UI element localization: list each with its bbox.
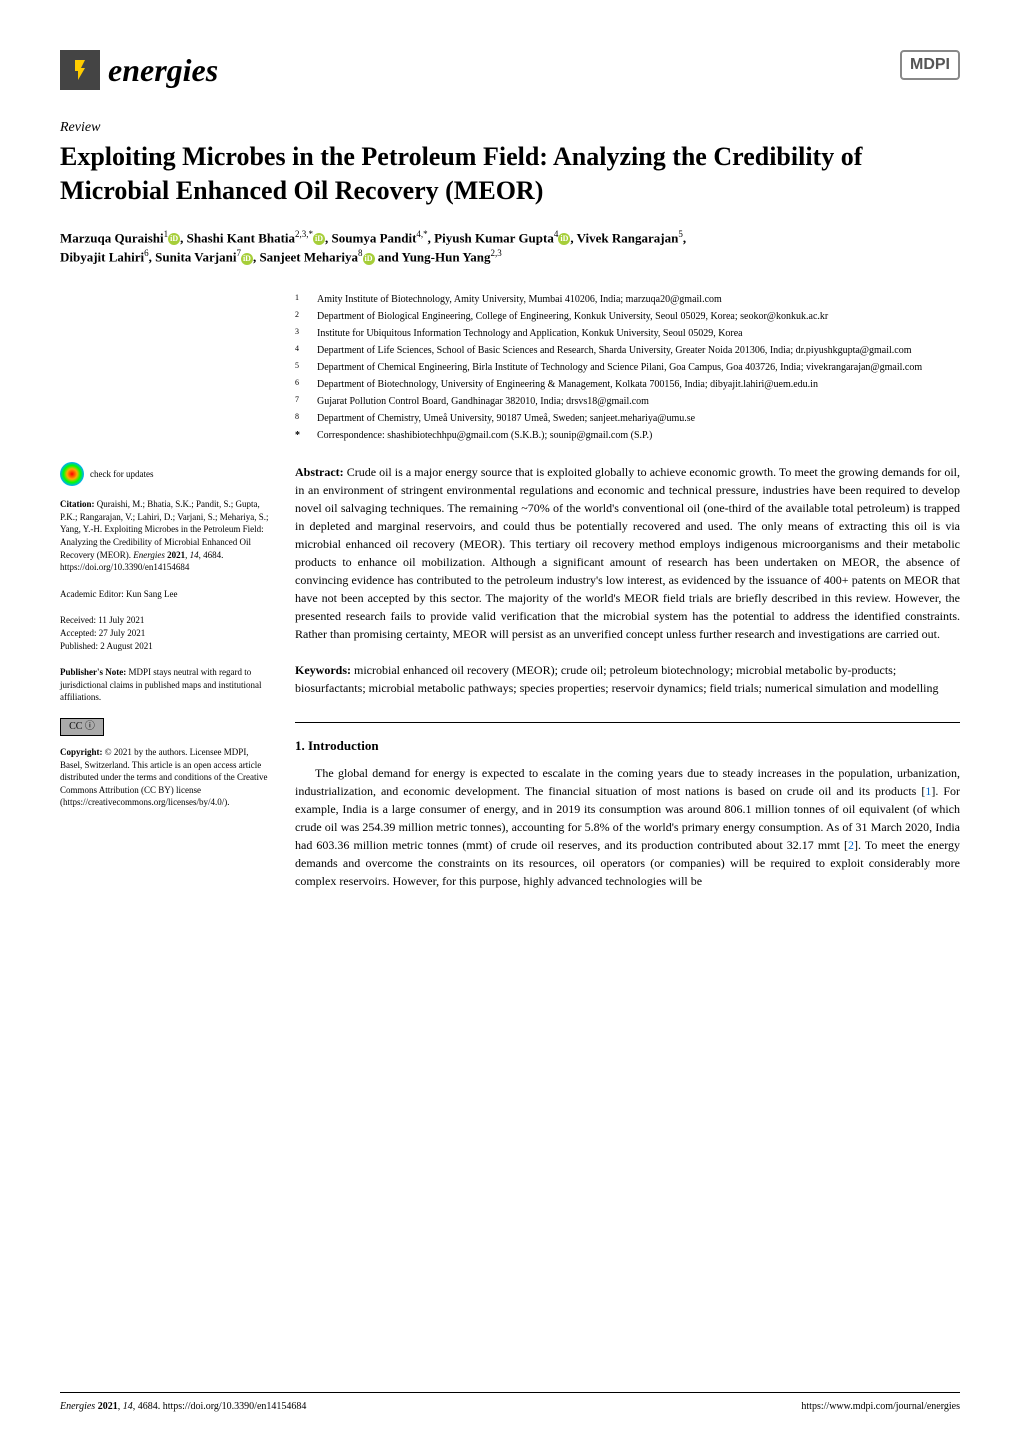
cc-license-badge: CC ⓘ — [60, 718, 270, 736]
citation-journal: Energies — [133, 550, 165, 560]
affiliation: 8Department of Chemistry, Umeå Universit… — [295, 411, 960, 426]
copyright-label: Copyright: — [60, 747, 103, 757]
editor-label: Academic Editor: — [60, 589, 126, 599]
affiliation: 4Department of Life Sciences, School of … — [295, 343, 960, 358]
received-date: Received: 11 July 2021 — [60, 614, 270, 627]
correspondence: *Correspondence: shashibiotechhpu@gmail.… — [295, 428, 960, 443]
author: Marzuqa Quraishi — [60, 230, 164, 245]
journal-name: energies — [108, 52, 218, 89]
abstract-label: Abstract: — [295, 465, 344, 479]
orcid-icon: iD — [241, 253, 253, 265]
dates-block: Received: 11 July 2021 Accepted: 27 July… — [60, 614, 270, 652]
author: , Piyush Kumar Gupta — [428, 230, 554, 245]
journal-logo: energies — [60, 50, 218, 90]
author: , Vivek Rangarajan — [570, 230, 678, 245]
main-content: check for updates Citation: Quraishi, M.… — [60, 292, 960, 890]
copyright-block: Copyright: © 2021 by the authors. Licens… — [60, 746, 270, 809]
check-updates-badge[interactable]: check for updates — [60, 462, 270, 486]
journal-bolt-icon — [60, 50, 100, 90]
page-footer: Energies 2021, 14, 4684. https://doi.org… — [60, 1392, 960, 1412]
orcid-icon: iD — [313, 233, 325, 245]
article-type: Review — [60, 120, 960, 136]
page-header: energies MDPI — [60, 50, 960, 90]
editor-block: Academic Editor: Kun Sang Lee — [60, 588, 270, 601]
body-paragraph: The global demand for energy is expected… — [295, 764, 960, 890]
affiliation: 7Gujarat Pollution Control Board, Gandhi… — [295, 394, 960, 409]
citation-block: Citation: Quraishi, M.; Bhatia, S.K.; Pa… — [60, 498, 270, 574]
check-updates-icon — [60, 462, 84, 486]
published-date: Published: 2 August 2021 — [60, 640, 270, 653]
author: , Shashi Kant Bhatia — [180, 230, 295, 245]
abstract-text: Crude oil is a major energy source that … — [295, 465, 960, 641]
orcid-icon: iD — [363, 253, 375, 265]
publisher-note-label: Publisher's Note: — [60, 667, 126, 677]
keywords-block: Keywords: microbial enhanced oil recover… — [295, 661, 960, 697]
section-heading: 1. Introduction — [295, 738, 960, 754]
cc-icon: CC ⓘ — [60, 718, 104, 736]
editor-name: Kun Sang Lee — [126, 589, 178, 599]
affiliations-list: 1Amity Institute of Biotechnology, Amity… — [295, 292, 960, 443]
article-body: 1Amity Institute of Biotechnology, Amity… — [295, 292, 960, 890]
keywords-text: microbial enhanced oil recovery (MEOR); … — [295, 663, 939, 695]
footer-left: Energies 2021, 14, 4684. https://doi.org… — [60, 1401, 306, 1412]
citation-label: Citation: — [60, 499, 95, 509]
affiliation: 6Department of Biotechnology, University… — [295, 377, 960, 392]
keywords-label: Keywords: — [295, 663, 351, 677]
publisher-logo: MDPI — [900, 50, 960, 80]
publisher-note-block: Publisher's Note: MDPI stays neutral wit… — [60, 666, 270, 704]
section-divider — [295, 722, 960, 723]
article-title: Exploiting Microbes in the Petroleum Fie… — [60, 140, 960, 208]
affiliation: 3Institute for Ubiquitous Information Te… — [295, 326, 960, 341]
footer-right: https://www.mdpi.com/journal/energies — [801, 1401, 960, 1412]
affiliation: 1Amity Institute of Biotechnology, Amity… — [295, 292, 960, 307]
accepted-date: Accepted: 27 July 2021 — [60, 627, 270, 640]
check-updates-text: check for updates — [90, 468, 153, 481]
sidebar: check for updates Citation: Quraishi, M.… — [60, 292, 270, 890]
affiliation: 5Department of Chemical Engineering, Bir… — [295, 360, 960, 375]
orcid-icon: iD — [168, 233, 180, 245]
authors-list: Marzuqa Quraishi1iD, Shashi Kant Bhatia2… — [60, 228, 960, 268]
author: Dibyajit Lahiri — [60, 250, 144, 265]
affiliation: 2Department of Biological Engineering, C… — [295, 309, 960, 324]
author: , Sunita Varjani — [149, 250, 237, 265]
author: , Sanjeet Mehariya — [253, 250, 358, 265]
author: , Soumya Pandit — [325, 230, 416, 245]
abstract-block: Abstract: Crude oil is a major energy so… — [295, 463, 960, 643]
author: and Yung-Hun Yang — [375, 250, 491, 265]
orcid-icon: iD — [558, 233, 570, 245]
